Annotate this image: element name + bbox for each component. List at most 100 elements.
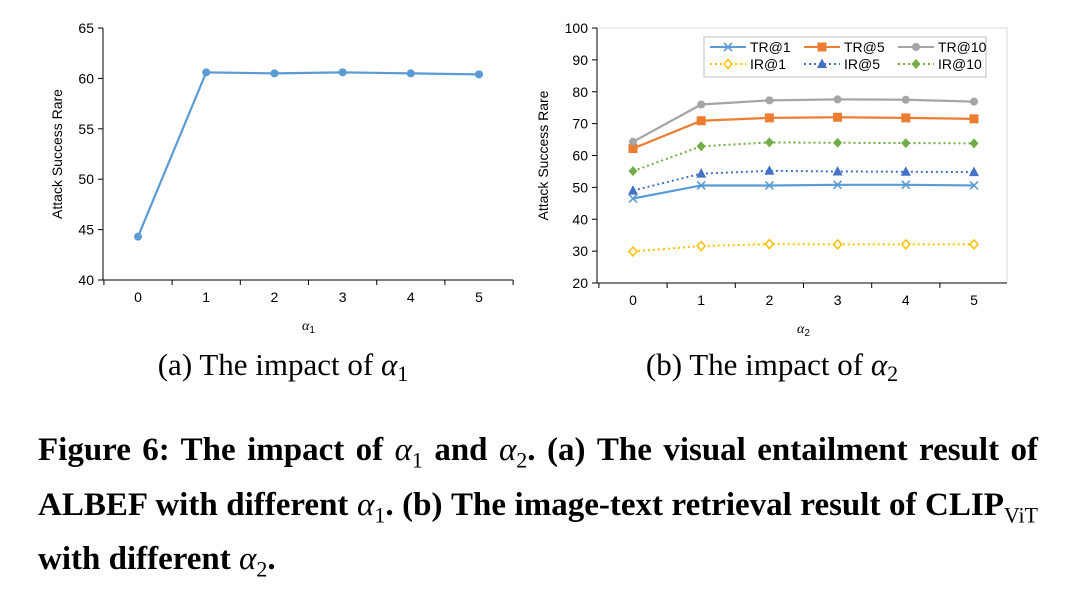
caption-sym1: α [394,432,412,468]
data-point [832,238,843,251]
legend-box [703,36,987,78]
series-line [632,183,975,200]
data-point [832,165,843,176]
data-point [202,68,211,77]
y-axis-label: Attack Success Rare [49,89,65,219]
x-tick-label: 3 [339,289,347,305]
series-line [632,98,975,143]
x-tick-label: 5 [970,292,978,308]
data-point [406,69,415,78]
data-point-stroke-b [628,193,638,204]
data-point [764,137,774,148]
legend-item: IR@5 [804,56,880,72]
legend: TR@1 TR@5 TR@10 IR@1 IR@5 IR@10 [703,36,987,78]
y-tick-label: 40 [572,211,588,227]
subcaption-a: (a) The impact of α1 [158,347,409,386]
data-point [764,180,774,191]
legend-swatch-marker [911,59,921,69]
data-point [901,113,911,123]
series-tr-at-10 [629,95,978,146]
data-point [969,166,979,177]
x-tick-label: 1 [202,289,210,305]
data-point [764,113,774,123]
legend-swatch-marker-stroke-b [723,42,733,52]
subcaption-b: (b) The impact of α2 [646,347,898,386]
y-tick-label: 30 [572,243,588,259]
caption-part-a: . (a) The visual entailment result of AL… [38,432,1038,523]
legend-swatch-marker [723,42,733,52]
data-point [628,166,638,177]
caption-part-b-sym-sub: 2 [256,556,268,582]
data-point [901,138,911,149]
data-point-stroke-b [696,180,706,191]
x-axis-label: α2 [797,322,810,339]
series-line [632,243,974,253]
data-point [833,112,843,122]
data-point [970,97,978,106]
x-axis-label-sub: 2 [804,328,810,339]
data-point [969,114,979,124]
x-axis-label: α1 [302,319,315,336]
data-point [338,68,347,77]
legend-item: TR@10 [898,39,987,55]
x-axis-label-sub: 1 [309,325,315,336]
data-point [764,238,775,250]
series-ir-at-5 [628,165,979,195]
y-tick-label: 65 [78,20,94,36]
y-tick-label: 70 [572,116,588,132]
caption-label: Figure 6: The impact of [38,432,395,468]
x-tick-label: 2 [271,289,279,305]
subcaption-b-prefix: (b) The impact of [646,347,871,382]
data-point [833,137,843,148]
y-tick-label: 50 [572,179,588,195]
subcaption-b-sub: 2 [887,361,898,386]
data-point [696,168,707,178]
x-tick-label: 2 [766,292,774,308]
caption-end: . [267,541,276,578]
data-point-stroke-b [901,180,911,190]
caption-and: and [422,432,499,468]
data-point [628,143,638,153]
series-line [632,116,975,150]
data-point [628,193,638,204]
legend-item: TR@1 [710,39,791,55]
data-point [629,137,637,146]
caption-part-b-sym: α [239,541,257,578]
figure-caption: Figure 6: The impact of α1 and α2. (a) T… [38,428,1038,592]
subcaption-b-symbol: α [871,347,888,382]
caption-sym2: α [498,432,517,468]
x-tick-label: 0 [629,292,637,308]
x-axis-label-symbol: α [797,322,805,337]
series-ir-at-1 [627,238,980,258]
series-0 [134,68,483,241]
caption-sym2-sub: 2 [516,447,528,473]
legend-label: TR@5 [844,39,885,55]
data-point [764,165,775,175]
series-line [632,169,975,192]
y-tick-label: 80 [572,84,588,100]
y-axis-label: Attack Success Rare [535,90,551,220]
y-tick-label: 20 [572,275,588,291]
legend-item: TR@5 [804,39,885,55]
y-tick-label: 40 [78,272,94,288]
legend-item: IR@1 [710,56,786,72]
data-point [696,240,707,252]
caption-part-b-sub: ViT [1003,502,1038,528]
data-point [697,100,706,109]
subcaption-a-prefix: (a) The impact of [158,347,381,382]
subcaptions: (a) The impact of α1 (b) The impact of α… [158,347,898,386]
data-point [900,166,911,176]
data-point-stroke-b [833,180,843,190]
subcaption-a-symbol: α [381,347,398,382]
legend-label: TR@10 [938,39,987,55]
x-axis-label-symbol: α [302,319,310,334]
series-line [136,71,480,238]
data-point [833,95,842,104]
data-point-stroke-b [764,180,774,191]
x-tick-label: 4 [407,289,415,305]
series-line [632,141,975,173]
x-tick-label: 4 [902,292,910,308]
legend-item: IR@10 [898,56,982,72]
y-tick-label: 60 [572,148,588,164]
